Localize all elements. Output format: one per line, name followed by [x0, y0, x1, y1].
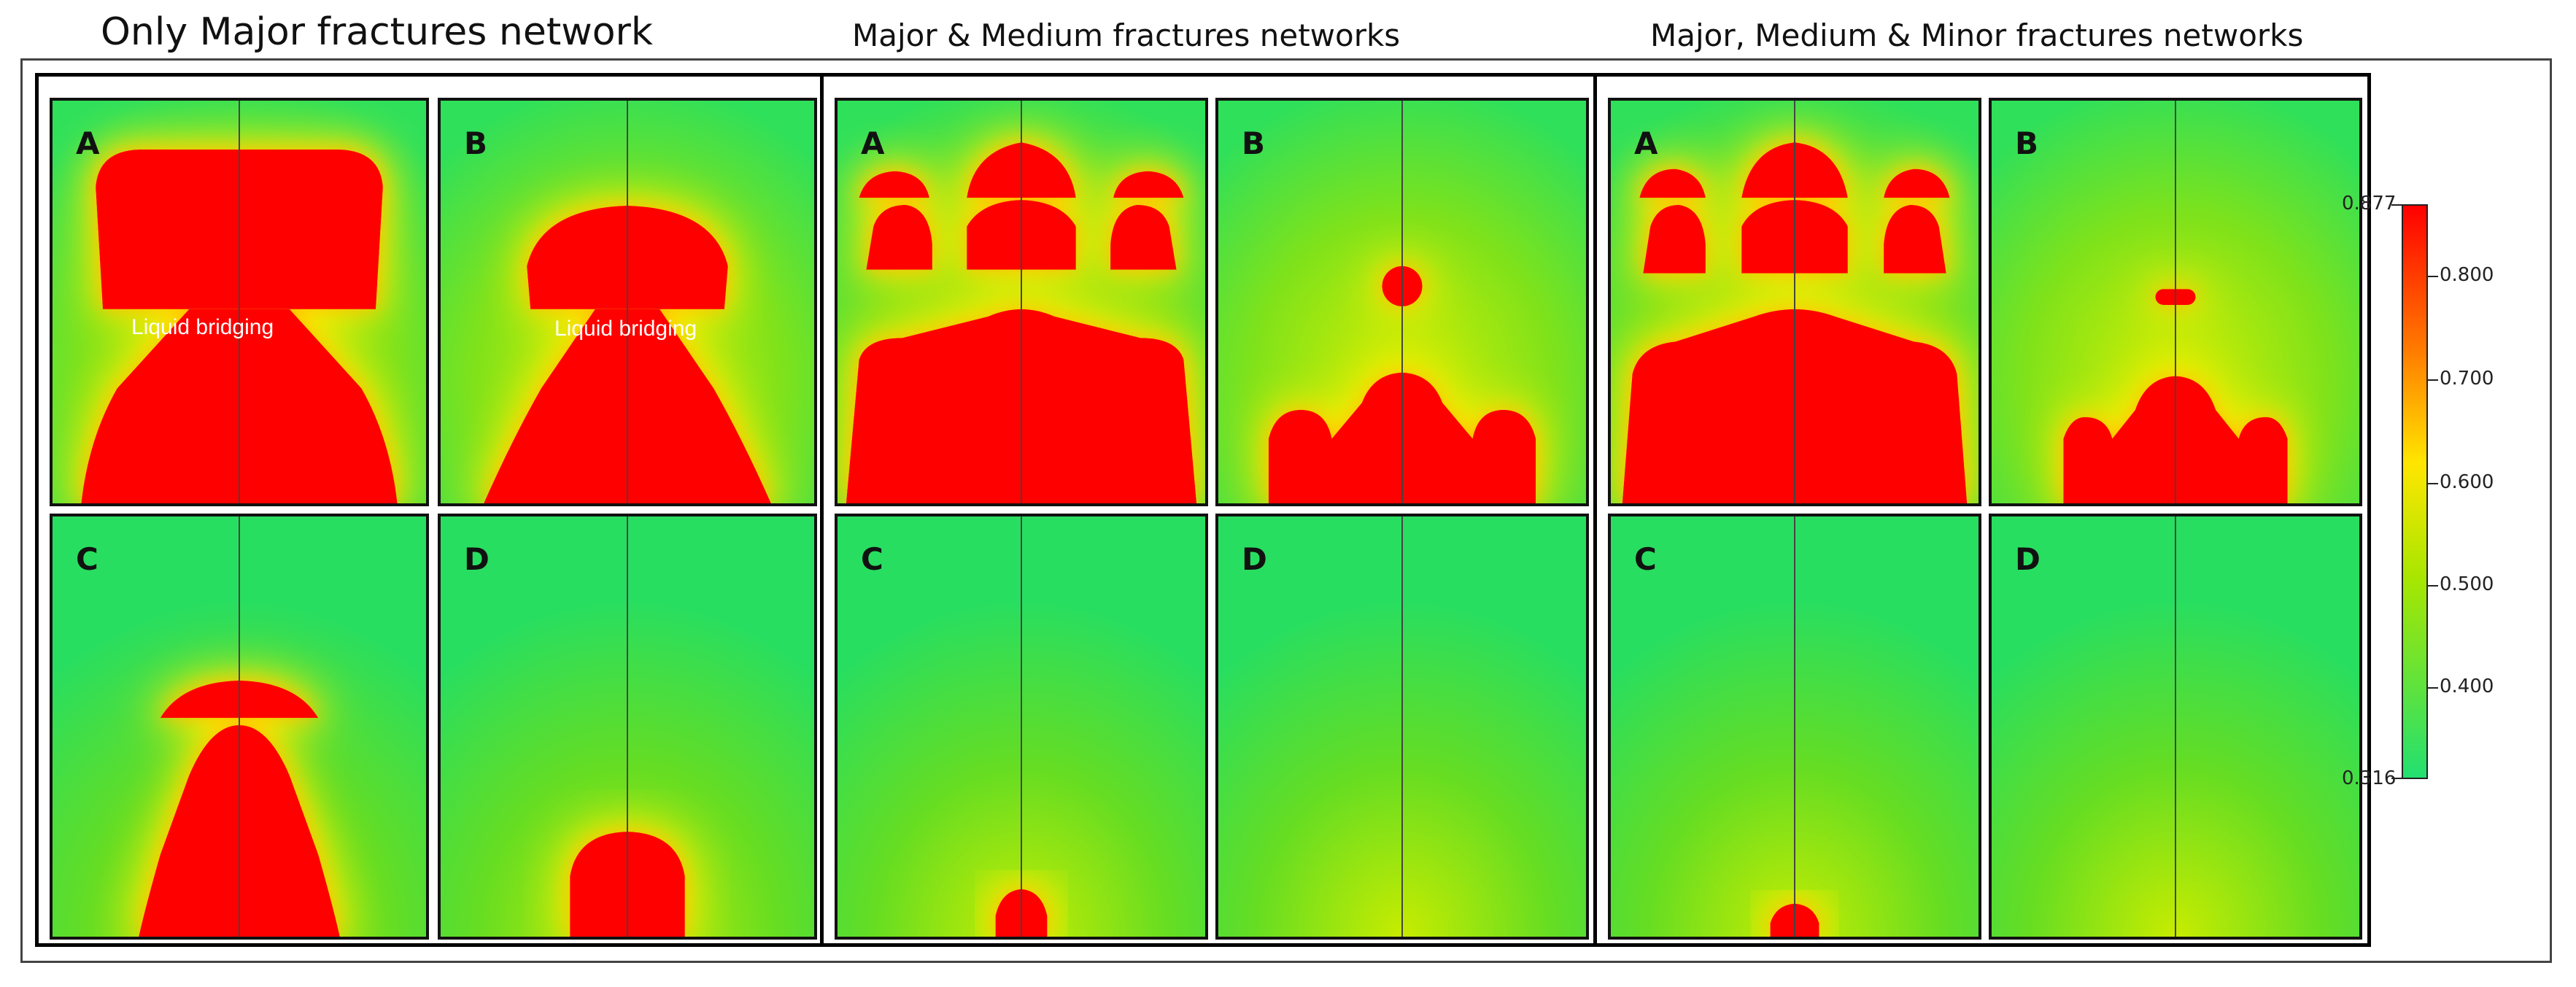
- colorbar-tick-label: 0.800: [2440, 264, 2494, 286]
- panel-minor-b: B: [1989, 98, 2362, 506]
- colorbar-max-tick: [2391, 204, 2402, 206]
- liquid-bridging-label: Liquid bridging: [131, 315, 274, 339]
- colorbar: [2402, 204, 2428, 779]
- panel-label: D: [464, 541, 490, 577]
- colorbar-tick: [2428, 483, 2438, 484]
- panel-label: B: [464, 125, 488, 161]
- panel-minor-d: D: [1989, 514, 2362, 940]
- panel-label: A: [1634, 125, 1658, 161]
- colorbar-tick: [2428, 379, 2438, 381]
- colorbar-min-tick: [2391, 778, 2402, 779]
- colorbar-tick-label: 0.400: [2440, 676, 2494, 697]
- colorbar-min-label: 0.316: [2342, 767, 2397, 789]
- panel-label: D: [2015, 541, 2041, 577]
- panel-major-b: B Liquid bridging: [438, 98, 817, 506]
- panel-label: B: [1242, 125, 1266, 161]
- panel-medium-a: A: [835, 98, 1208, 506]
- title-major-network: Only Major fractures network: [101, 10, 654, 54]
- colorbar-tick: [2428, 687, 2438, 689]
- panel-label: C: [861, 541, 883, 577]
- panel-major-c: C: [50, 514, 429, 940]
- panel-major-a: A Liquid bridging: [50, 98, 429, 506]
- colorbar-max-label: 0.877: [2342, 193, 2397, 214]
- liquid-bridging-label: Liquid bridging: [554, 317, 697, 341]
- panel-label: C: [76, 541, 98, 577]
- panel-label: B: [2015, 125, 2039, 161]
- panel-label: A: [861, 125, 885, 161]
- panel-medium-b: B: [1215, 98, 1589, 506]
- colorbar-tick: [2428, 585, 2438, 587]
- colorbar-tick-label: 0.700: [2440, 368, 2494, 390]
- panel-medium-c: C: [835, 514, 1208, 940]
- colorbar-tick-label: 0.600: [2440, 471, 2494, 493]
- panel-label: D: [1242, 541, 1267, 577]
- title-medium-network: Major & Medium fractures networks: [852, 18, 1401, 53]
- panel-minor-a: A: [1608, 98, 1981, 506]
- panel-minor-c: C: [1608, 514, 1981, 940]
- title-minor-network: Major, Medium & Minor fractures networks: [1650, 18, 2304, 53]
- panel-medium-d: D: [1215, 514, 1589, 940]
- panel-major-d: D: [438, 514, 817, 940]
- colorbar-tick-label: 0.500: [2440, 573, 2494, 595]
- panel-label: C: [1634, 541, 1657, 577]
- panel-label: A: [76, 125, 100, 161]
- colorbar-tick: [2428, 276, 2438, 277]
